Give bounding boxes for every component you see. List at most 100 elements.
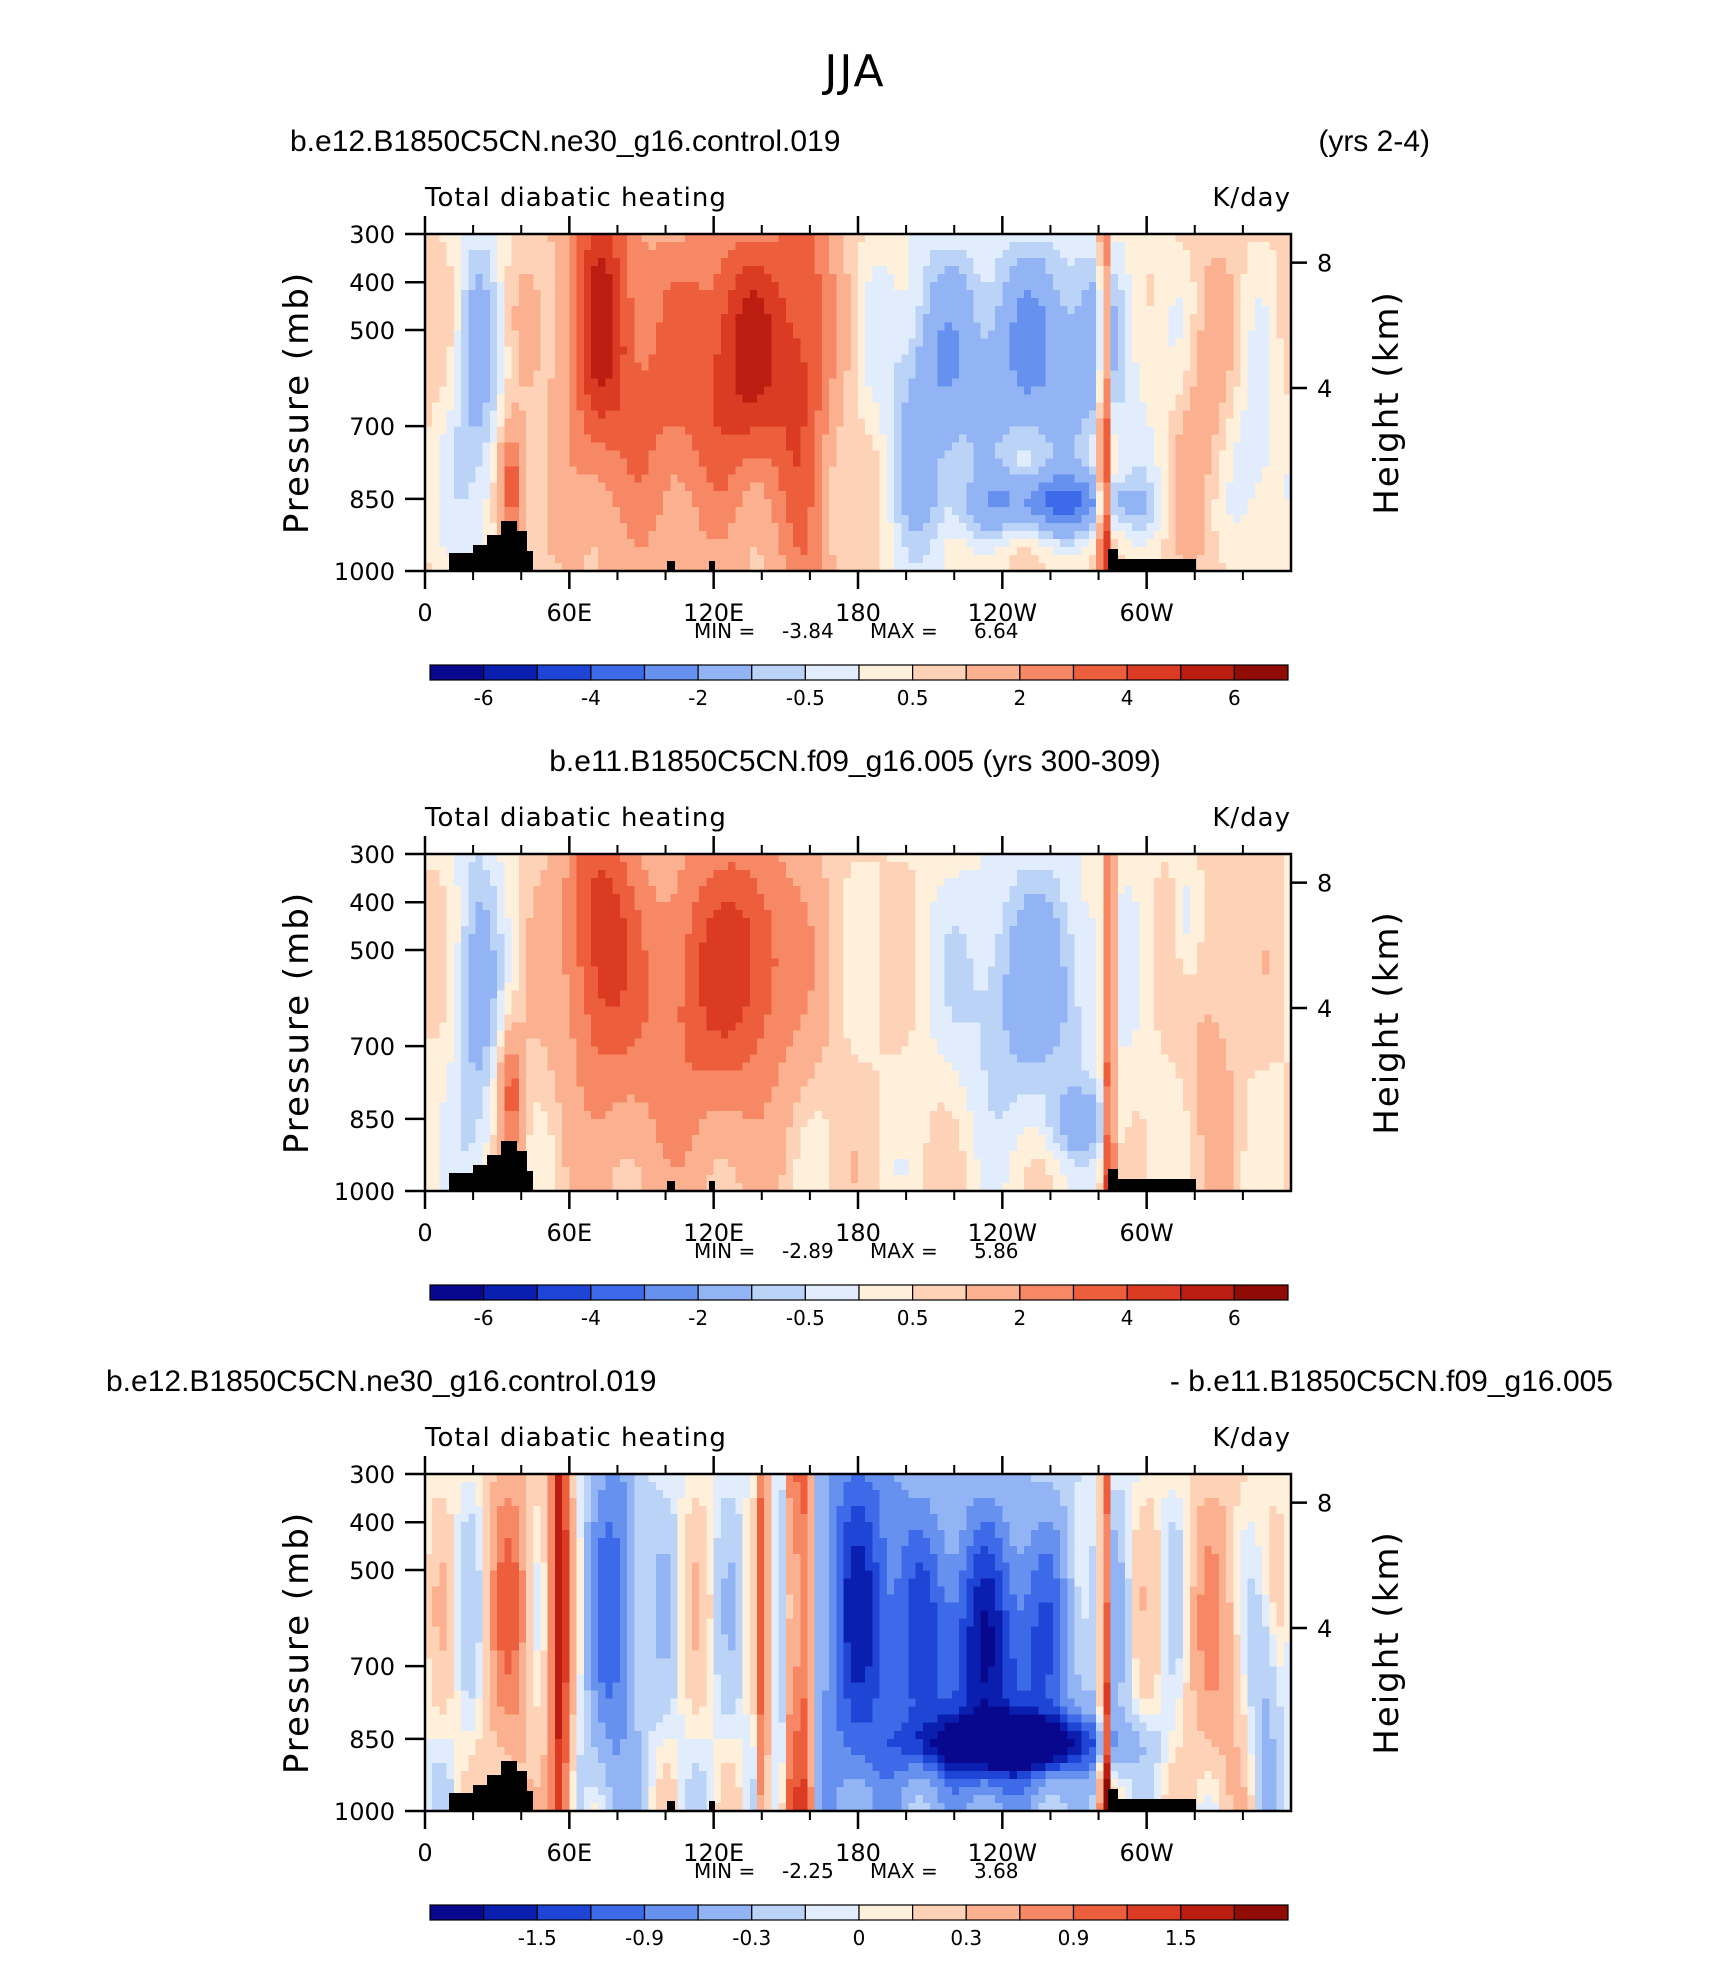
heatmap-cell bbox=[1096, 370, 1104, 380]
heatmap-cell bbox=[1146, 530, 1155, 540]
heatmap-cell bbox=[598, 514, 607, 524]
heatmap-cell bbox=[446, 458, 455, 468]
heatmap-cell bbox=[1182, 282, 1191, 291]
heatmap-cell bbox=[1052, 458, 1061, 468]
heatmap-cell bbox=[475, 434, 484, 444]
heatmap-cell bbox=[850, 354, 859, 363]
heatmap-cell bbox=[1045, 314, 1054, 323]
heatmap-cell bbox=[771, 282, 780, 291]
heatmap-cell bbox=[590, 234, 599, 243]
heatmap-cell bbox=[865, 522, 874, 532]
heatmap-cell bbox=[908, 482, 917, 492]
heatmap-cell bbox=[439, 410, 448, 420]
heatmap-cell bbox=[836, 234, 845, 243]
heatmap-cell bbox=[944, 482, 953, 492]
heatmap-cell bbox=[1074, 274, 1083, 283]
heatmap-cell bbox=[879, 562, 888, 572]
heatmap-cell bbox=[684, 474, 693, 484]
heatmap-cell bbox=[959, 482, 967, 492]
heatmap-cell bbox=[937, 346, 946, 355]
heatmap-cell bbox=[446, 522, 455, 532]
heatmap-cell bbox=[756, 306, 765, 315]
heatmap-cell bbox=[1247, 354, 1256, 363]
heatmap-cell bbox=[1204, 402, 1213, 412]
heatmap-cell bbox=[1038, 274, 1047, 283]
heatmap-cell bbox=[908, 314, 917, 323]
heatmap-cell bbox=[836, 322, 845, 331]
heatmap-cell bbox=[821, 370, 830, 380]
heatmap-cell bbox=[569, 314, 578, 323]
heatmap-cell bbox=[1175, 546, 1184, 556]
heatmap-cell bbox=[1002, 330, 1011, 339]
heatmap-cell bbox=[482, 242, 491, 251]
heatmap-cell bbox=[590, 466, 599, 476]
heatmap-cell bbox=[728, 466, 736, 476]
heatmap-cell bbox=[1153, 442, 1162, 452]
heatmap-cell bbox=[1045, 466, 1054, 476]
heatmap-cell bbox=[879, 266, 888, 275]
heatmap-cell bbox=[1247, 258, 1256, 267]
heatmap-cell bbox=[829, 530, 837, 540]
heatmap-cell bbox=[785, 322, 794, 331]
heatmap-cell bbox=[425, 522, 433, 532]
heatmap-cell bbox=[886, 410, 895, 420]
heatmap-cell bbox=[576, 402, 585, 412]
heatmap-cell bbox=[1074, 250, 1083, 259]
heatmap-cell bbox=[684, 402, 693, 412]
heatmap-cell bbox=[915, 338, 924, 347]
heatmap-cell bbox=[1218, 298, 1227, 307]
heatmap-cell bbox=[692, 514, 700, 524]
heatmap-cell bbox=[915, 418, 924, 428]
heatmap-cell bbox=[764, 538, 772, 548]
heatmap-cell bbox=[663, 434, 671, 444]
heatmap-cell bbox=[886, 402, 895, 412]
heatmap-cell bbox=[540, 250, 549, 259]
heatmap-cell bbox=[937, 282, 946, 291]
heatmap-cell bbox=[1117, 354, 1126, 363]
heatmap-cell bbox=[879, 386, 888, 396]
heatmap-cell bbox=[1031, 442, 1040, 452]
heatmap-cell bbox=[1182, 322, 1191, 331]
heatmap-cell bbox=[800, 514, 809, 524]
heatmap-cell bbox=[1240, 354, 1249, 363]
heatmap-cell bbox=[1117, 482, 1126, 492]
heatmap-cell bbox=[1197, 274, 1205, 283]
heatmap-cell bbox=[1262, 274, 1270, 283]
heatmap-cell bbox=[756, 378, 765, 388]
heatmap-cell bbox=[439, 266, 448, 275]
heatmap-cell bbox=[807, 322, 816, 331]
heatmap-cell bbox=[807, 538, 816, 548]
heatmap-cell bbox=[785, 330, 794, 339]
heatmap-cell bbox=[793, 442, 801, 452]
heatmap-cell bbox=[1117, 338, 1126, 347]
heatmap-cell bbox=[670, 394, 679, 404]
heatmap-cell bbox=[1189, 482, 1198, 492]
heatmap-cell bbox=[778, 306, 787, 315]
heatmap-cell bbox=[713, 242, 722, 251]
heatmap-cell bbox=[1103, 378, 1112, 388]
heatmap-cell bbox=[764, 402, 772, 412]
heatmap-cell bbox=[1211, 506, 1220, 516]
heatmap-cell bbox=[1262, 498, 1270, 508]
heatmap-cell bbox=[1081, 306, 1090, 315]
heatmap-cell bbox=[526, 482, 534, 492]
heatmap-cell bbox=[1189, 466, 1198, 476]
heatmap-cell bbox=[526, 346, 534, 355]
heatmap-cell bbox=[627, 266, 635, 275]
heatmap-cell bbox=[901, 306, 910, 315]
heatmap-cell bbox=[1110, 434, 1119, 444]
heatmap-cell bbox=[655, 546, 664, 556]
heatmap-cell bbox=[843, 410, 852, 420]
heatmap-cell bbox=[677, 562, 686, 572]
heatmap-cell bbox=[1096, 506, 1104, 516]
heatmap-cell bbox=[879, 498, 888, 508]
heatmap-cell bbox=[677, 362, 686, 371]
heatmap-cell bbox=[821, 426, 830, 436]
heatmap-cell bbox=[677, 402, 686, 412]
heatmap-cell bbox=[807, 250, 816, 259]
heatmap-cell bbox=[1218, 458, 1227, 468]
heatmap-cell bbox=[742, 346, 751, 355]
heatmap-cell bbox=[793, 250, 801, 259]
heatmap-cell bbox=[807, 474, 816, 484]
heatmap-cell bbox=[1226, 514, 1234, 524]
